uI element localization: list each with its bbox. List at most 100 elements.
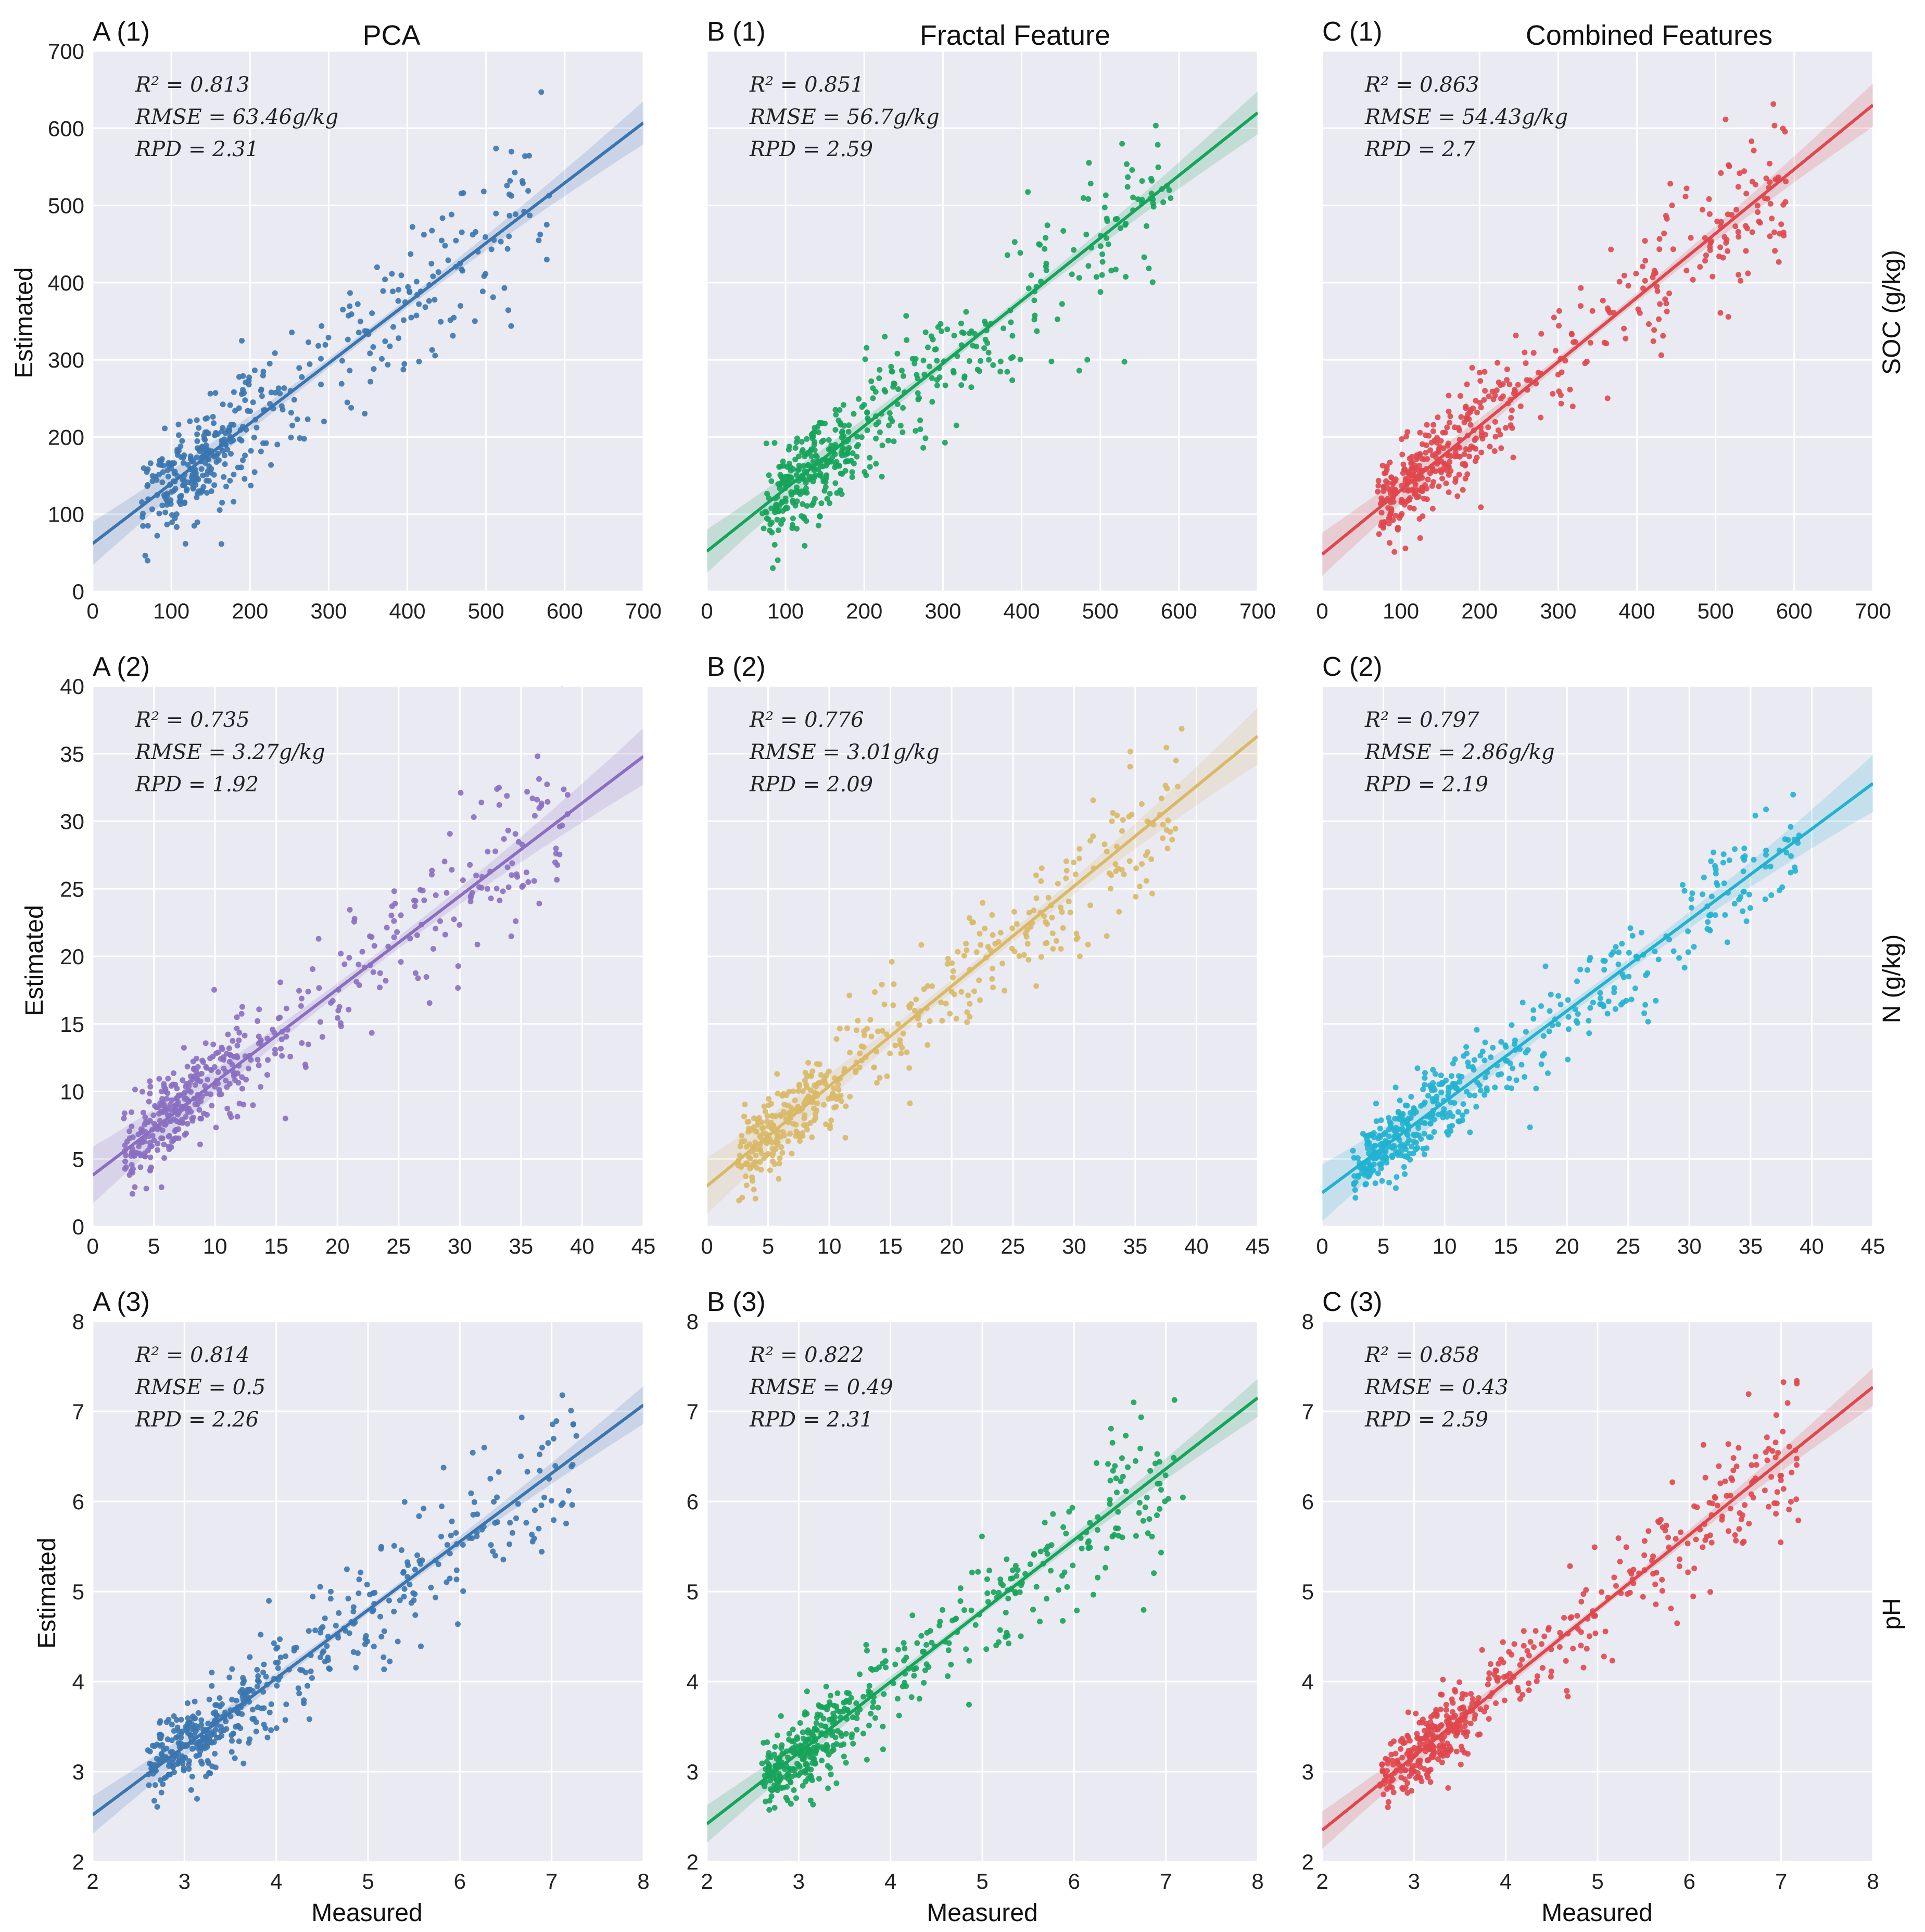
data-point: [158, 458, 164, 464]
data-point: [325, 1655, 331, 1661]
data-point: [1495, 1678, 1501, 1684]
data-point: [854, 1726, 860, 1733]
data-point: [1427, 1746, 1433, 1752]
data-point: [175, 1126, 182, 1132]
data-point: [324, 1643, 330, 1649]
data-point: [883, 1031, 890, 1038]
data-point: [998, 1580, 1004, 1586]
data-point: [933, 346, 939, 352]
data-point: [767, 521, 774, 527]
data-point: [927, 1628, 933, 1634]
data-point: [522, 153, 528, 159]
data-point: [1586, 1030, 1592, 1037]
data-point: [157, 1103, 163, 1109]
data-point: [1383, 470, 1389, 476]
data-point: [1762, 195, 1768, 201]
data-point: [1011, 239, 1018, 245]
data-point: [537, 231, 543, 237]
data-point: [339, 358, 345, 364]
data-point: [1574, 1020, 1580, 1026]
data-point: [1642, 277, 1648, 284]
x-axis-label-col-1: Measured: [311, 1899, 422, 1927]
column-title-fractal: Fractal Feature: [920, 20, 1110, 51]
data-point: [1486, 1716, 1492, 1722]
data-point: [804, 490, 810, 496]
data-point: [159, 1742, 166, 1748]
data-point: [426, 1000, 433, 1006]
data-point: [986, 357, 992, 363]
data-point: [230, 1038, 236, 1044]
data-point: [1163, 744, 1170, 751]
data-point: [483, 234, 488, 240]
data-point: [804, 1688, 810, 1695]
data-point: [248, 483, 254, 489]
data-point: [391, 934, 397, 940]
data-point: [412, 1612, 419, 1618]
data-point: [418, 1643, 424, 1649]
data-point: [795, 1088, 802, 1094]
x-tick-label: 400: [389, 599, 426, 623]
data-point: [318, 382, 324, 387]
data-point: [769, 1152, 776, 1158]
data-point: [187, 418, 193, 424]
x-tick-label: 40: [570, 1234, 594, 1258]
data-point: [846, 445, 852, 451]
data-point: [172, 515, 178, 521]
data-point: [1527, 1639, 1534, 1645]
data-point: [1738, 1517, 1744, 1522]
data-point: [943, 1001, 949, 1007]
data-point: [1668, 1606, 1674, 1612]
data-point: [346, 312, 351, 319]
data-point: [885, 437, 891, 444]
data-point: [132, 1087, 138, 1093]
data-point: [428, 1584, 434, 1590]
data-point: [1087, 838, 1093, 844]
data-point: [796, 1081, 802, 1088]
data-point: [752, 1195, 758, 1202]
data-point: [271, 1640, 277, 1646]
data-point: [803, 1750, 809, 1756]
data-point: [1438, 469, 1445, 475]
y-tick-label: 0: [72, 579, 84, 604]
data-point: [480, 188, 487, 195]
data-point: [440, 1464, 447, 1471]
data-point: [438, 1533, 445, 1539]
data-point: [1732, 846, 1738, 852]
data-point: [739, 1132, 745, 1139]
data-point: [1504, 377, 1510, 383]
data-point: [1355, 1174, 1361, 1180]
regression-line: [1322, 104, 1873, 556]
data-point: [228, 1114, 234, 1120]
data-point: [802, 1770, 808, 1776]
x-tick-label: 0: [1316, 1234, 1328, 1258]
data-point: [1121, 872, 1127, 877]
data-point: [469, 1535, 475, 1542]
x-tick-label: 700: [1855, 599, 1891, 623]
data-point: [1578, 1643, 1584, 1649]
stat-text: RMSE = 2.86g/kg: [1364, 740, 1555, 764]
data-point: [1452, 424, 1458, 431]
data-point: [1764, 1434, 1770, 1441]
data-point: [1530, 1016, 1537, 1022]
data-point: [1103, 192, 1109, 198]
data-point: [870, 1699, 877, 1705]
data-point: [281, 385, 287, 391]
data-point: [506, 212, 513, 219]
data-point: [790, 1726, 796, 1733]
data-point: [230, 1731, 236, 1737]
data-point: [1044, 222, 1050, 229]
data-point: [1166, 1496, 1171, 1502]
data-point: [867, 1017, 873, 1023]
data-point: [205, 1758, 211, 1764]
data-point: [1438, 1707, 1443, 1712]
data-point: [263, 440, 269, 446]
data-point: [196, 425, 202, 431]
data-point: [793, 1795, 799, 1801]
data-point: [1059, 909, 1065, 915]
data-point: [958, 382, 965, 388]
data-point: [422, 304, 428, 310]
data-point: [889, 958, 895, 965]
data-point: [1707, 1589, 1713, 1595]
